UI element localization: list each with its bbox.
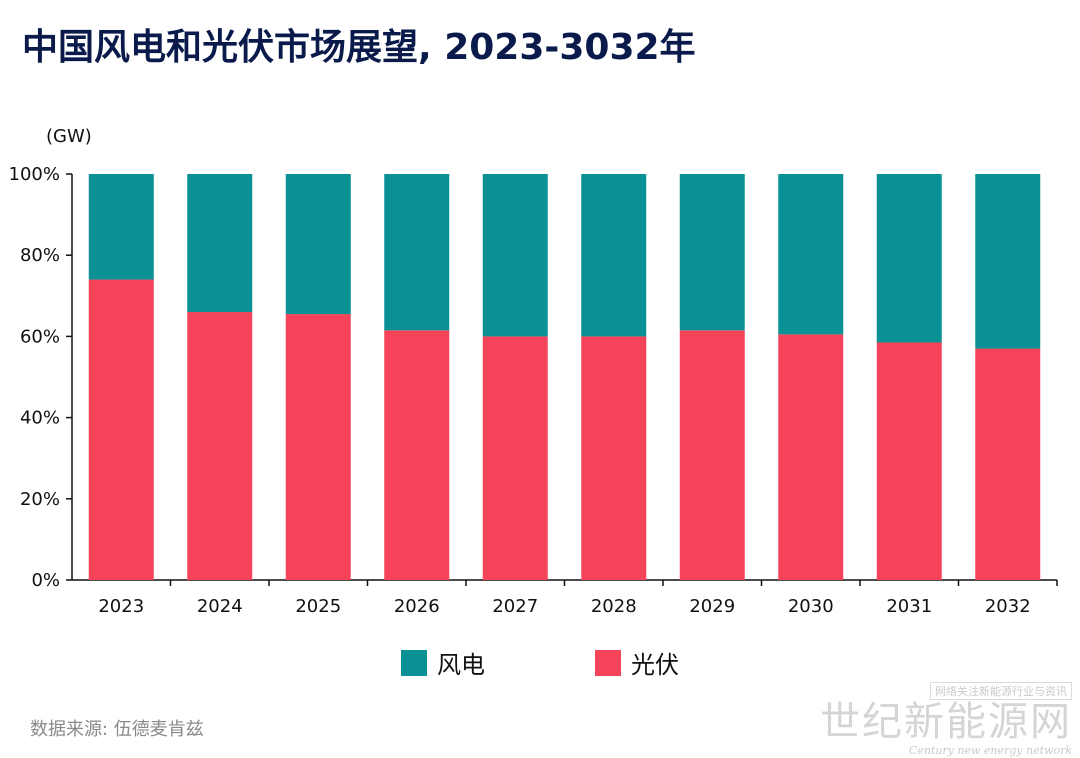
y-tick-label: 40% <box>20 408 60 429</box>
legend-item-wind: 风电 <box>401 645 485 680</box>
legend-label-solar: 光伏 <box>631 651 679 679</box>
x-tick-label: 2031 <box>886 596 932 617</box>
x-tick-label: 2030 <box>788 596 834 617</box>
bar-solar-2023 <box>88 279 154 580</box>
watermark-top-text: 网络关注新能源行业与资讯 <box>930 682 1072 700</box>
bar-solar-2027 <box>482 336 548 580</box>
y-tick-label: 0% <box>31 570 60 591</box>
bar-wind-2023 <box>88 174 154 280</box>
watermark-sub-text: Century new energy network <box>908 744 1072 757</box>
bar-wind-2031 <box>876 174 942 343</box>
watermark-main-text: 世纪新能源网 <box>820 699 1072 745</box>
bar-wind-2026 <box>384 174 450 331</box>
legend-item-solar: 光伏 <box>595 645 679 680</box>
x-tick-label: 2028 <box>591 596 637 617</box>
bar-wind-2032 <box>975 174 1041 349</box>
bar-solar-2025 <box>285 314 351 580</box>
bar-solar-2032 <box>975 348 1041 580</box>
bar-wind-2029 <box>679 174 745 331</box>
x-tick-label: 2024 <box>197 596 243 617</box>
bar-solar-2026 <box>384 330 450 580</box>
bar-solar-2024 <box>187 312 253 580</box>
source-note: 数据来源: 伍德麦肯兹 <box>30 719 204 740</box>
x-tick-label: 2023 <box>98 596 144 617</box>
legend-swatch-wind <box>401 649 427 676</box>
bar-solar-2028 <box>581 336 647 580</box>
y-tick-label: 80% <box>20 245 60 266</box>
watermark-logo: 网络关注新能源行业与资讯 世纪新能源网 Century new energy n… <box>820 680 1072 757</box>
bar-solar-2030 <box>778 334 844 580</box>
bar-wind-2024 <box>187 174 253 313</box>
y-tick-label: 60% <box>20 326 60 347</box>
stacked-bar-chart: (GW) 0% 20% 40% 60% 80% 100% 2023 2024 2025 2026 20… <box>9 126 1058 617</box>
legend: 风电 光伏 <box>0 645 1080 680</box>
bar-wind-2027 <box>482 174 548 337</box>
x-tick-label: 2025 <box>295 596 341 617</box>
bar-solar-2029 <box>679 330 745 580</box>
bar-wind-2025 <box>285 174 351 315</box>
y-tick-label: 100% <box>9 164 60 185</box>
x-tick-label: 2026 <box>394 596 440 617</box>
x-tick-label: 2032 <box>985 596 1031 617</box>
x-tick-label: 2029 <box>689 596 735 617</box>
chart-title: 中国风电和光伏市场展望, 2023-3032年 <box>22 27 696 68</box>
x-tick-label: 2027 <box>492 596 538 617</box>
y-tick-label: 20% <box>20 489 60 510</box>
y-unit-label: (GW) <box>46 126 92 147</box>
legend-label-wind: 风电 <box>437 651 485 679</box>
bar-wind-2030 <box>778 174 844 335</box>
bar-solar-2031 <box>876 342 942 580</box>
legend-swatch-solar <box>595 649 621 676</box>
bar-wind-2028 <box>581 174 647 337</box>
